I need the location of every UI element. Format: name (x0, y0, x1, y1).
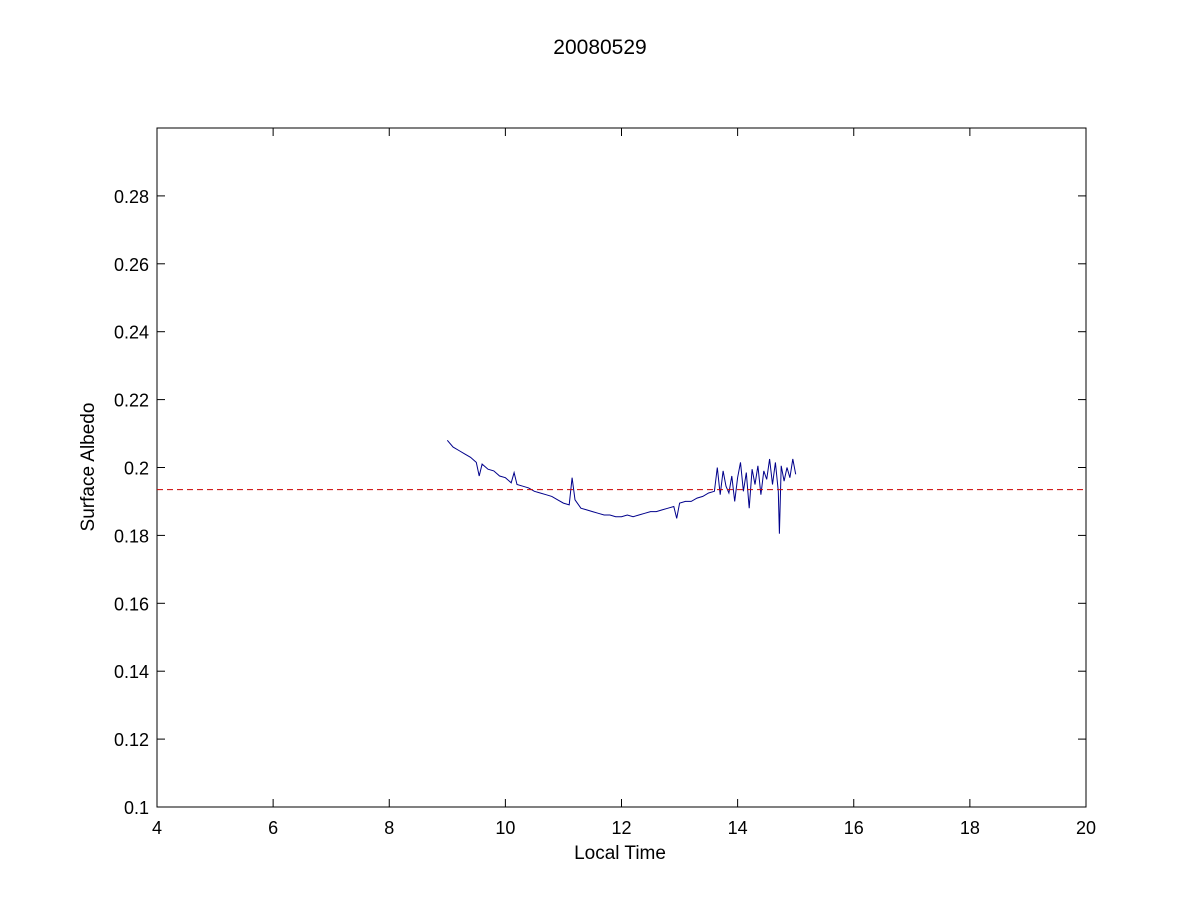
series-line-albedo (446, 439, 797, 534)
y-tick-label: 0.24 (114, 323, 149, 343)
x-tick-label: 14 (728, 818, 748, 838)
y-axis-label: Surface Albedo (78, 403, 99, 532)
x-tick-label: 6 (268, 818, 278, 838)
y-tick-label: 0.26 (114, 255, 149, 275)
y-tick-label: 0.2 (124, 459, 149, 479)
x-tick-label: 12 (611, 818, 631, 838)
x-tick-label: 16 (844, 818, 864, 838)
x-tick-label: 18 (960, 818, 980, 838)
y-tick-label: 0.16 (114, 594, 149, 614)
series-layer (157, 439, 1086, 534)
x-tick-label: 10 (495, 818, 515, 838)
x-tick-label: 8 (384, 818, 394, 838)
x-axis-ticks: 4 6 8 10 12 14 16 18 20 (152, 128, 1096, 838)
x-axis-label: Local Time (574, 843, 666, 864)
y-tick-label: 0.1 (124, 798, 149, 818)
y-tick-label: 0.14 (114, 662, 149, 682)
y-tick-label: 0.18 (114, 526, 149, 546)
y-tick-label: 0.12 (114, 730, 149, 750)
y-tick-label: 0.22 (114, 391, 149, 411)
y-tick-label: 0.28 (114, 187, 149, 207)
x-tick-label: 4 (152, 818, 162, 838)
plot-area: 4 6 8 10 12 14 16 18 20 0.10.120.140.160.180.20.… (114, 127, 1096, 838)
x-tick-label: 20 (1076, 818, 1096, 838)
plot-frame (156, 127, 1087, 808)
chart-title: 20080529 (553, 36, 646, 59)
y-axis-ticks: 0.1 0.12 0.14 0.16 0.18 0.2 0.22 0.24 0.26 0.28 (114, 187, 1086, 818)
